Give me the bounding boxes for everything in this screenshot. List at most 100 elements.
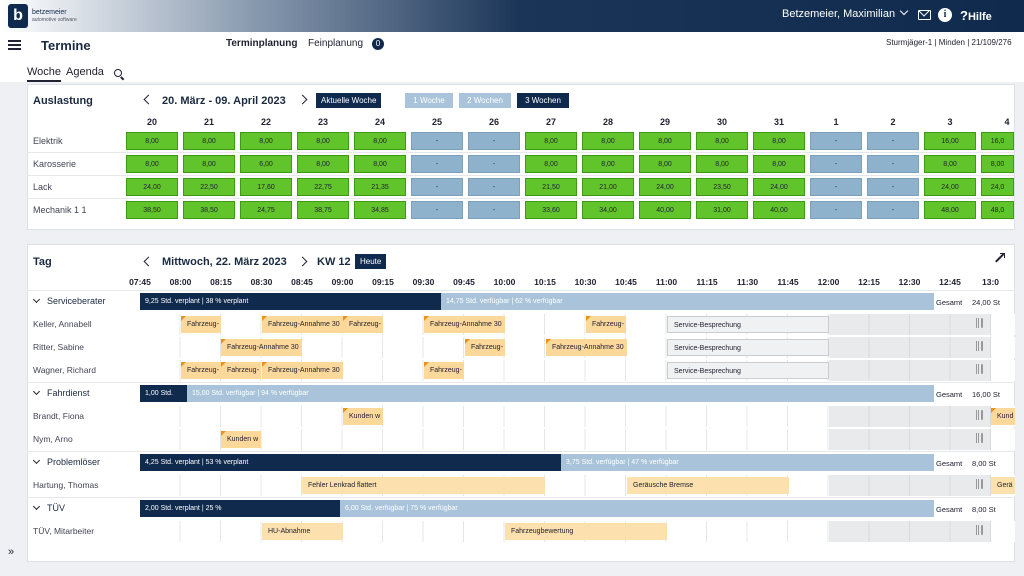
- capacity-cell[interactable]: 24,0: [981, 178, 1014, 196]
- capacity-cell[interactable]: 16,00: [924, 132, 976, 150]
- capacity-cell[interactable]: 6,00: [240, 155, 292, 173]
- capacity-cell[interactable]: -: [810, 201, 862, 219]
- appointment[interactable]: Fahrzeug-Annahme 30: [546, 339, 627, 356]
- appointment[interactable]: Kunden w: [343, 408, 383, 425]
- three-weeks-button[interactable]: 3 Wochen: [517, 93, 569, 108]
- capacity-cell[interactable]: 34,00: [582, 201, 634, 219]
- capacity-cell[interactable]: -: [867, 132, 919, 150]
- tab-feinplanung[interactable]: Feinplanung: [308, 38, 364, 49]
- capacity-cell[interactable]: 8,00: [354, 132, 406, 150]
- capacity-cell[interactable]: 8,00: [924, 155, 976, 173]
- appointment[interactable]: Geräusche Bremse: [627, 477, 789, 494]
- appointment[interactable]: Fahrzeug-: [465, 339, 505, 356]
- capacity-cell[interactable]: 8,00: [183, 155, 235, 173]
- capacity-cell[interactable]: 48,0: [981, 201, 1014, 219]
- current-week-button[interactable]: Aktuelle Woche: [316, 93, 382, 108]
- capacity-cell[interactable]: 24,00: [924, 178, 976, 196]
- capacity-cell[interactable]: 8,00: [696, 132, 748, 150]
- capacity-cell[interactable]: 24,75: [240, 201, 292, 219]
- capacity-cell[interactable]: -: [867, 178, 919, 196]
- capacity-cell[interactable]: 24,00: [126, 178, 178, 196]
- appointment[interactable]: Fehler Lenkrad flattert: [302, 477, 545, 494]
- capacity-cell[interactable]: -: [411, 155, 463, 173]
- capacity-cell[interactable]: -: [411, 201, 463, 219]
- appointment[interactable]: Fahrzeug-: [343, 316, 383, 333]
- info-icon[interactable]: i: [938, 8, 952, 22]
- capacity-cell[interactable]: 21,35: [354, 178, 406, 196]
- search-icon[interactable]: [114, 69, 122, 77]
- appointment[interactable]: Service-Besprechung: [667, 339, 829, 356]
- capacity-cell[interactable]: 8,00: [297, 132, 349, 150]
- capacity-cell[interactable]: 8,00: [582, 132, 634, 150]
- capacity-cell[interactable]: 31,00: [696, 201, 748, 219]
- capacity-cell[interactable]: 8,00: [981, 155, 1014, 173]
- capacity-cell[interactable]: 16,0: [981, 132, 1014, 150]
- capacity-cell[interactable]: 8,00: [525, 155, 577, 173]
- tab-terminplanung[interactable]: Terminplanung: [226, 38, 298, 49]
- capacity-cell[interactable]: 8,00: [639, 132, 691, 150]
- capacity-cell[interactable]: -: [468, 155, 520, 173]
- capacity-cell[interactable]: 23,50: [696, 178, 748, 196]
- capacity-cell[interactable]: -: [468, 132, 520, 150]
- capacity-cell[interactable]: 40,00: [639, 201, 691, 219]
- one-week-button[interactable]: 1 Woche: [405, 93, 453, 108]
- today-button[interactable]: Heute: [355, 254, 387, 269]
- appointment[interactable]: Gerä: [991, 477, 1015, 494]
- capacity-cell[interactable]: 38,50: [126, 201, 178, 219]
- appointment[interactable]: Service-Besprechung: [667, 362, 829, 379]
- capacity-cell[interactable]: -: [468, 178, 520, 196]
- appointment[interactable]: Fahrzeug-Annahme 30: [221, 339, 302, 356]
- capacity-cell[interactable]: -: [867, 201, 919, 219]
- capacity-cell[interactable]: 38,75: [297, 201, 349, 219]
- tab-woche[interactable]: Woche: [27, 66, 62, 82]
- capacity-cell[interactable]: 8,00: [753, 132, 805, 150]
- capacity-cell[interactable]: 21,50: [525, 178, 577, 196]
- capacity-cell[interactable]: 22,50: [183, 178, 235, 196]
- capacity-cell[interactable]: -: [411, 178, 463, 196]
- capacity-cell[interactable]: 8,00: [126, 155, 178, 173]
- capacity-cell[interactable]: 8,00: [297, 155, 349, 173]
- appointment[interactable]: Fahrzeug-: [424, 362, 464, 379]
- capacity-cell[interactable]: 8,00: [639, 155, 691, 173]
- capacity-cell[interactable]: 38,50: [183, 201, 235, 219]
- expand-icon[interactable]: [994, 253, 1005, 263]
- capacity-cell[interactable]: -: [810, 155, 862, 173]
- sidebar-expand-icon[interactable]: »: [8, 546, 15, 558]
- appointment[interactable]: Kunden w: [221, 431, 261, 448]
- appointment[interactable]: Fahrzeug-: [181, 316, 221, 333]
- menu-icon[interactable]: [8, 40, 21, 50]
- appointment[interactable]: HU-Abnahme: [262, 523, 343, 540]
- capacity-cell[interactable]: 22,75: [297, 178, 349, 196]
- mail-icon[interactable]: [918, 10, 931, 20]
- capacity-cell[interactable]: 33,60: [525, 201, 577, 219]
- capacity-cell[interactable]: 8,00: [696, 155, 748, 173]
- user-menu-button[interactable]: Betzemeier, Maximilian: [782, 6, 909, 20]
- appointment[interactable]: Fahrzeug-: [586, 316, 626, 333]
- tab-agenda[interactable]: Agenda: [66, 66, 104, 78]
- capacity-cell[interactable]: -: [810, 132, 862, 150]
- appointment[interactable]: Fahrzeug-Annahme 30: [424, 316, 505, 333]
- capacity-cell[interactable]: -: [867, 155, 919, 173]
- capacity-cell[interactable]: 17,60: [240, 178, 292, 196]
- appointment[interactable]: Fahrzeug-: [181, 362, 221, 379]
- appointment[interactable]: Service-Besprechung: [667, 316, 829, 333]
- capacity-cell[interactable]: 8,00: [753, 155, 805, 173]
- capacity-cell[interactable]: 24,00: [639, 178, 691, 196]
- capacity-cell[interactable]: 8,00: [126, 132, 178, 150]
- two-weeks-button[interactable]: 2 Wochen: [459, 93, 511, 108]
- capacity-cell[interactable]: 8,00: [354, 155, 406, 173]
- app-logo[interactable]: b betzemeier automotive software: [6, 4, 96, 28]
- capacity-cell[interactable]: 24,00: [753, 178, 805, 196]
- capacity-cell[interactable]: 8,00: [183, 132, 235, 150]
- appointment[interactable]: Fahrzeug-Annahme 30: [262, 362, 343, 379]
- appointment[interactable]: Fahrzeug-Annahme 30: [262, 316, 343, 333]
- capacity-cell[interactable]: 8,00: [582, 155, 634, 173]
- capacity-cell[interactable]: -: [411, 132, 463, 150]
- capacity-cell[interactable]: 48,00: [924, 201, 976, 219]
- capacity-cell[interactable]: 40,00: [753, 201, 805, 219]
- capacity-cell[interactable]: 8,00: [240, 132, 292, 150]
- appointment[interactable]: Fahrzeugbewertung: [505, 523, 667, 540]
- appointment[interactable]: Fahrzeug-: [221, 362, 261, 379]
- help-button[interactable]: ?Hilfe: [960, 8, 992, 23]
- appointment[interactable]: Kund: [991, 408, 1015, 425]
